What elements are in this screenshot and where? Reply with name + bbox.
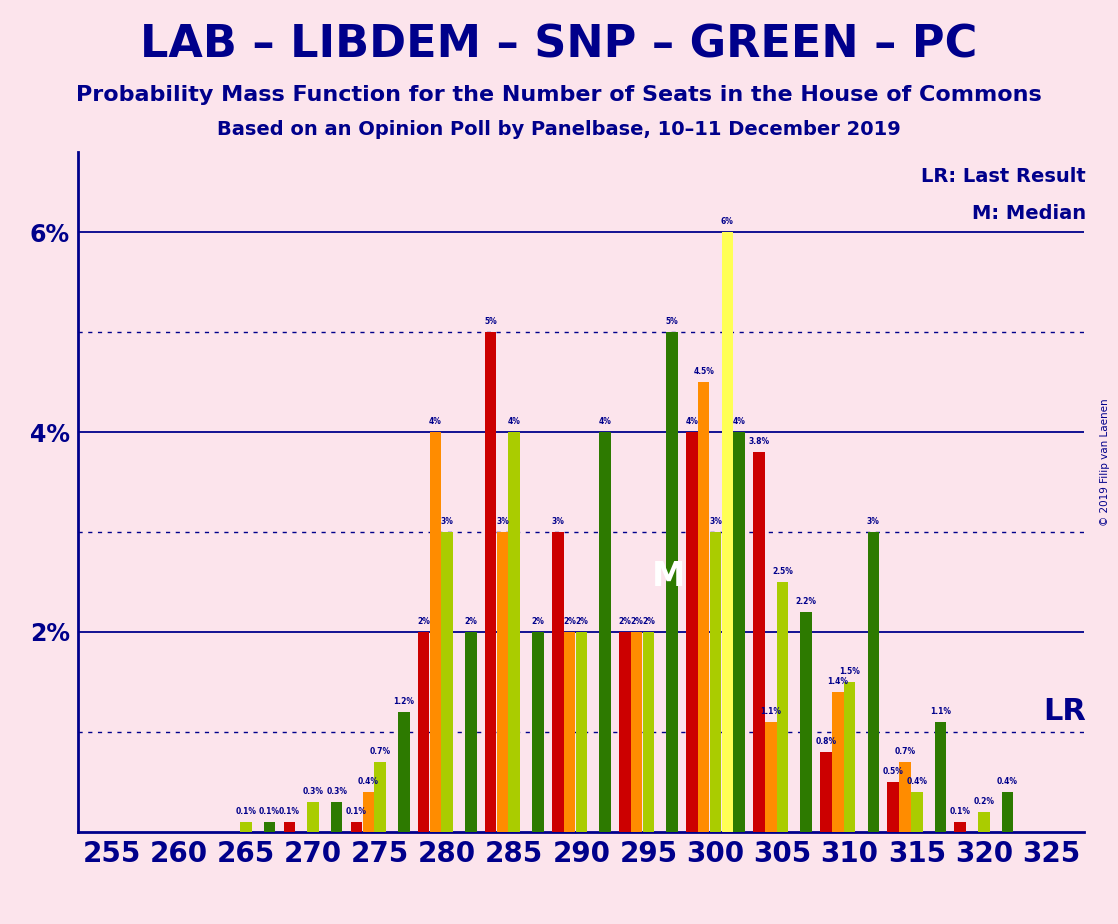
Text: 3%: 3% bbox=[551, 517, 565, 526]
Bar bbox=[398, 711, 409, 832]
Bar bbox=[429, 432, 442, 832]
Text: 0.1%: 0.1% bbox=[236, 807, 256, 816]
Text: 5%: 5% bbox=[665, 317, 679, 326]
Bar bbox=[832, 692, 844, 832]
Text: 0.2%: 0.2% bbox=[974, 796, 994, 806]
Text: 3%: 3% bbox=[496, 517, 509, 526]
Bar bbox=[978, 811, 989, 832]
Bar bbox=[666, 333, 678, 832]
Bar bbox=[509, 432, 520, 832]
Text: 0.4%: 0.4% bbox=[997, 777, 1018, 785]
Bar bbox=[631, 632, 643, 832]
Text: 0.8%: 0.8% bbox=[815, 736, 836, 746]
Text: © 2019 Filip van Laenen: © 2019 Filip van Laenen bbox=[1100, 398, 1109, 526]
Text: 0.7%: 0.7% bbox=[370, 747, 390, 756]
Text: 0.1%: 0.1% bbox=[949, 807, 970, 816]
Text: 0.1%: 0.1% bbox=[345, 807, 367, 816]
Bar bbox=[868, 532, 879, 832]
Bar bbox=[576, 632, 587, 832]
Bar bbox=[442, 532, 453, 832]
Text: 2%: 2% bbox=[642, 617, 655, 626]
Text: M: M bbox=[652, 561, 685, 593]
Bar bbox=[264, 821, 275, 832]
Bar bbox=[698, 383, 710, 832]
Bar bbox=[844, 682, 855, 832]
Bar bbox=[935, 722, 946, 832]
Bar bbox=[362, 792, 375, 832]
Bar bbox=[375, 761, 386, 832]
Text: 4%: 4% bbox=[429, 417, 442, 426]
Bar bbox=[754, 452, 765, 832]
Text: 2%: 2% bbox=[531, 617, 544, 626]
Text: 3%: 3% bbox=[440, 517, 454, 526]
Bar bbox=[307, 802, 319, 832]
Text: 3%: 3% bbox=[709, 517, 722, 526]
Bar bbox=[563, 632, 576, 832]
Bar bbox=[599, 432, 610, 832]
Bar bbox=[710, 532, 721, 832]
Text: 6%: 6% bbox=[721, 217, 733, 226]
Bar bbox=[418, 632, 429, 832]
Text: 1.1%: 1.1% bbox=[930, 707, 951, 716]
Bar bbox=[800, 612, 812, 832]
Text: 0.3%: 0.3% bbox=[326, 786, 348, 796]
Bar bbox=[888, 782, 899, 832]
Bar bbox=[955, 821, 966, 832]
Text: 2%: 2% bbox=[563, 617, 576, 626]
Text: 2%: 2% bbox=[631, 617, 643, 626]
Bar bbox=[240, 821, 252, 832]
Text: 4.5%: 4.5% bbox=[693, 367, 714, 376]
Text: 4%: 4% bbox=[508, 417, 521, 426]
Text: 2%: 2% bbox=[618, 617, 632, 626]
Bar bbox=[552, 532, 563, 832]
Text: 2%: 2% bbox=[575, 617, 588, 626]
Text: 0.7%: 0.7% bbox=[894, 747, 916, 756]
Text: Based on an Opinion Poll by Panelbase, 10–11 December 2019: Based on an Opinion Poll by Panelbase, 1… bbox=[217, 120, 901, 140]
Bar bbox=[619, 632, 631, 832]
Bar bbox=[532, 632, 543, 832]
Bar bbox=[911, 792, 922, 832]
Text: 0.4%: 0.4% bbox=[907, 777, 927, 785]
Text: 0.3%: 0.3% bbox=[303, 786, 323, 796]
Bar bbox=[284, 821, 295, 832]
Text: 0.1%: 0.1% bbox=[259, 807, 281, 816]
Bar bbox=[331, 802, 342, 832]
Bar bbox=[721, 232, 733, 832]
Text: 2.2%: 2.2% bbox=[796, 597, 817, 606]
Bar bbox=[643, 632, 654, 832]
Text: 4%: 4% bbox=[732, 417, 746, 426]
Text: 2.5%: 2.5% bbox=[773, 567, 793, 576]
Text: 0.4%: 0.4% bbox=[358, 777, 379, 785]
Text: Probability Mass Function for the Number of Seats in the House of Commons: Probability Mass Function for the Number… bbox=[76, 85, 1042, 105]
Text: 3%: 3% bbox=[866, 517, 880, 526]
Bar bbox=[821, 752, 832, 832]
Text: 1.2%: 1.2% bbox=[394, 697, 415, 706]
Bar bbox=[496, 532, 509, 832]
Bar bbox=[351, 821, 362, 832]
Bar bbox=[1002, 792, 1013, 832]
Text: 5%: 5% bbox=[484, 317, 498, 326]
Text: 0.5%: 0.5% bbox=[883, 767, 903, 775]
Bar bbox=[465, 632, 476, 832]
Text: 3.8%: 3.8% bbox=[748, 437, 769, 446]
Text: LAB – LIBDEM – SNP – GREEN – PC: LAB – LIBDEM – SNP – GREEN – PC bbox=[141, 23, 977, 67]
Text: 1.5%: 1.5% bbox=[840, 667, 860, 675]
Text: 2%: 2% bbox=[464, 617, 477, 626]
Bar bbox=[899, 761, 911, 832]
Bar bbox=[733, 432, 745, 832]
Text: LR: LR bbox=[1043, 697, 1086, 725]
Text: 2%: 2% bbox=[417, 617, 430, 626]
Bar bbox=[777, 582, 788, 832]
Text: M: Median: M: Median bbox=[972, 204, 1086, 224]
Text: 1.1%: 1.1% bbox=[760, 707, 781, 716]
Text: 4%: 4% bbox=[685, 417, 699, 426]
Text: LR: Last Result: LR: Last Result bbox=[921, 167, 1086, 187]
Text: 0.1%: 0.1% bbox=[278, 807, 300, 816]
Text: 4%: 4% bbox=[598, 417, 612, 426]
Bar bbox=[765, 722, 777, 832]
Text: 1.4%: 1.4% bbox=[827, 676, 849, 686]
Bar bbox=[686, 432, 698, 832]
Bar bbox=[485, 333, 496, 832]
